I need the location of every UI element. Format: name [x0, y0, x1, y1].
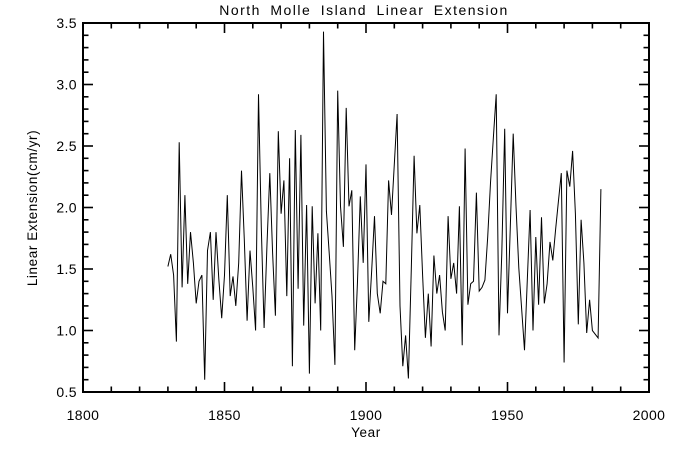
- plot-frame: [82, 22, 650, 393]
- data-series: [167, 31, 602, 380]
- y-tick-label: 2.5: [56, 138, 77, 154]
- x-tick-label: 2000: [633, 407, 666, 423]
- x-tick-label: 1800: [67, 407, 100, 423]
- y-tick-label: 2.0: [56, 200, 77, 216]
- y-tick-label: 0.5: [56, 384, 77, 400]
- extension-data-line: [167, 31, 602, 380]
- y-axis-label: Linear Extension(cm/yr): [25, 130, 40, 286]
- x-axis-label: Year: [351, 425, 381, 440]
- y-tick-label: 1.5: [56, 261, 77, 277]
- chart-title: North Molle Island Linear Extension: [219, 2, 509, 18]
- x-tick-label: 1850: [208, 407, 241, 423]
- axes: 1800 1850 1900 1950 2000 0.5 1.0 1.5 2.0 2.5 3.0 3.…: [56, 15, 665, 423]
- y-tick-label: 3.5: [56, 15, 77, 31]
- x-tick-label: 1950: [491, 407, 524, 423]
- y-tick-label: 1.0: [56, 323, 77, 339]
- y-tick-label: 3.0: [56, 77, 77, 93]
- x-tick-label: 1900: [350, 407, 383, 423]
